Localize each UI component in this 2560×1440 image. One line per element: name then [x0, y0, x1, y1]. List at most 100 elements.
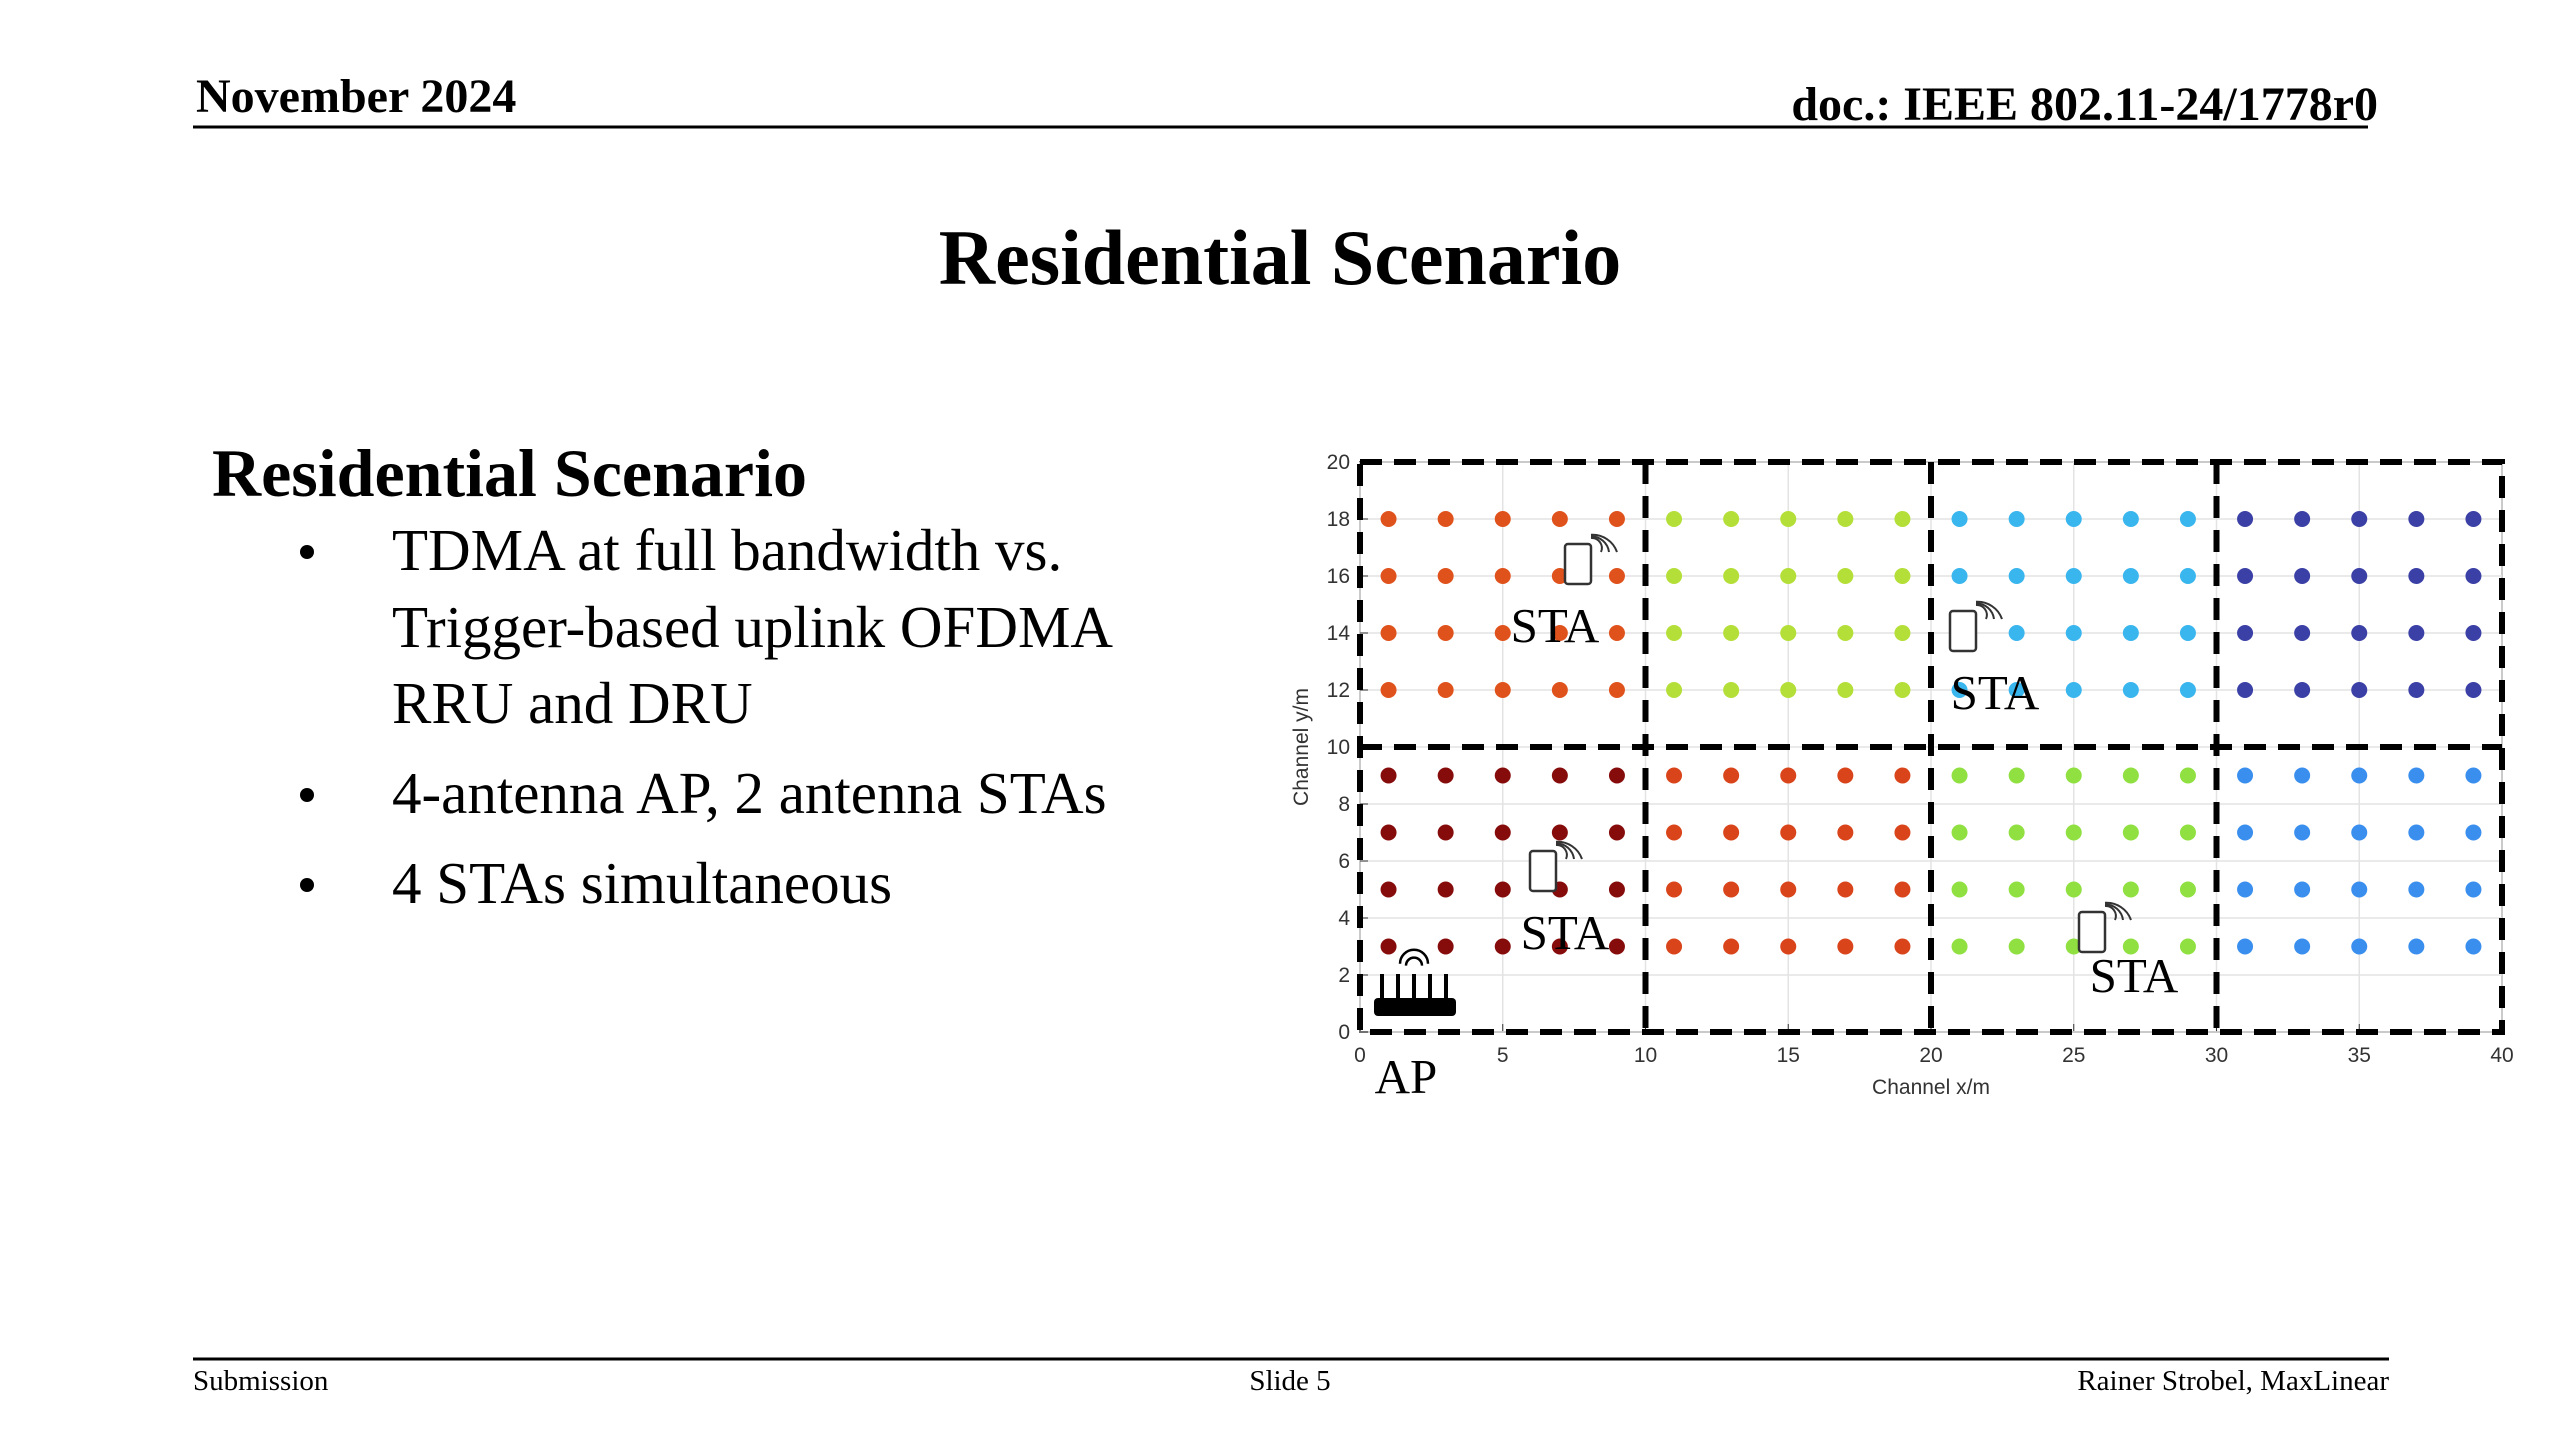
point	[2294, 682, 2311, 698]
point	[1837, 881, 1854, 898]
point	[1608, 682, 1625, 698]
point	[1780, 511, 1797, 527]
phone-icon	[1948, 609, 1978, 653]
point	[1551, 938, 1568, 955]
point	[2008, 568, 2025, 584]
body-heading: Residential Scenario	[212, 435, 807, 511]
point	[1666, 767, 1683, 784]
point	[1894, 625, 1911, 641]
point	[2294, 568, 2311, 584]
point	[2351, 767, 2368, 784]
x-tick-label: 10	[1634, 1044, 1657, 1067]
phone-icon	[2077, 910, 2107, 954]
point	[2065, 682, 2082, 698]
phone-icon	[1563, 542, 1593, 586]
point	[1666, 824, 1683, 841]
point	[1494, 568, 1511, 584]
bullet-text: TDMA at full bandwidth vs.	[392, 517, 1062, 583]
y-tick-label: 0	[1338, 1021, 1350, 1044]
point	[1894, 511, 1911, 527]
x-tick-label: 20	[1919, 1044, 1942, 1067]
point	[2237, 568, 2254, 584]
point	[1666, 568, 1683, 584]
point	[2179, 824, 2196, 841]
point	[1608, 767, 1625, 784]
point	[2065, 767, 2082, 784]
signal-arc	[1555, 843, 1568, 860]
point	[1666, 938, 1683, 955]
x-tick-label: 5	[1497, 1044, 1509, 1067]
point	[1551, 682, 1568, 698]
point	[2122, 938, 2139, 955]
point	[2008, 682, 2025, 698]
point	[2179, 568, 2196, 584]
point	[1494, 511, 1511, 527]
point	[1837, 682, 1854, 698]
point	[1666, 682, 1683, 698]
point	[1494, 938, 1511, 955]
signal-arc	[1555, 840, 1583, 860]
point	[2122, 568, 2139, 584]
point	[1837, 625, 1854, 641]
footer-right: Rainer Strobel, MaxLinear	[2077, 1365, 2389, 1397]
y-tick-label: 12	[1327, 679, 1350, 702]
point	[2465, 824, 2482, 841]
point	[2065, 625, 2082, 641]
point	[2408, 511, 2425, 527]
point	[1837, 568, 1854, 584]
point	[2179, 682, 2196, 698]
point	[1380, 511, 1397, 527]
point	[1723, 625, 1740, 641]
point	[2122, 767, 2139, 784]
point	[2294, 625, 2311, 641]
x-tick-label: 25	[2062, 1044, 2085, 1067]
point	[2408, 682, 2425, 698]
point	[1894, 767, 1911, 784]
y-tick-label: 8	[1338, 793, 1350, 816]
annotation: STA	[1951, 665, 2040, 720]
point	[2008, 824, 2025, 841]
signal-arc	[1590, 535, 1610, 553]
header-doc: doc.: IEEE 802.11-24/1778r0	[1791, 78, 2378, 131]
point	[1380, 568, 1397, 584]
phone-icon	[1528, 849, 1558, 893]
point	[1494, 767, 1511, 784]
point	[1723, 568, 1740, 584]
point	[1723, 824, 1740, 841]
point	[2008, 767, 2025, 784]
point	[2065, 824, 2082, 841]
y-tick-label: 14	[1327, 622, 1351, 645]
y-tick-label: 16	[1327, 565, 1350, 588]
point	[2465, 881, 2482, 898]
point	[2351, 938, 2368, 955]
point	[1780, 824, 1797, 841]
point	[1608, 511, 1625, 527]
point	[2122, 881, 2139, 898]
bullet-dot	[300, 878, 314, 892]
point	[2179, 511, 2196, 527]
point	[1723, 682, 1740, 698]
point	[2122, 682, 2139, 698]
point	[1837, 938, 1854, 955]
point	[1780, 625, 1797, 641]
point	[1951, 767, 1968, 784]
point	[2179, 881, 2196, 898]
x-tick-label: 35	[2348, 1044, 2371, 1067]
point	[1437, 682, 1454, 698]
point	[1723, 938, 1740, 955]
point	[2237, 767, 2254, 784]
point	[1551, 767, 1568, 784]
bullet-text: RRU and DRU	[392, 670, 753, 736]
point	[1437, 511, 1454, 527]
point	[1380, 881, 1397, 898]
point	[1951, 568, 1968, 584]
point	[1894, 568, 1911, 584]
point	[1666, 625, 1683, 641]
x-tick-label: 15	[1777, 1044, 1800, 1067]
point	[1608, 568, 1625, 584]
y-tick-label: 20	[1327, 451, 1350, 474]
y-tick-label: 10	[1327, 736, 1350, 759]
point	[1780, 682, 1797, 698]
point	[1551, 625, 1568, 641]
